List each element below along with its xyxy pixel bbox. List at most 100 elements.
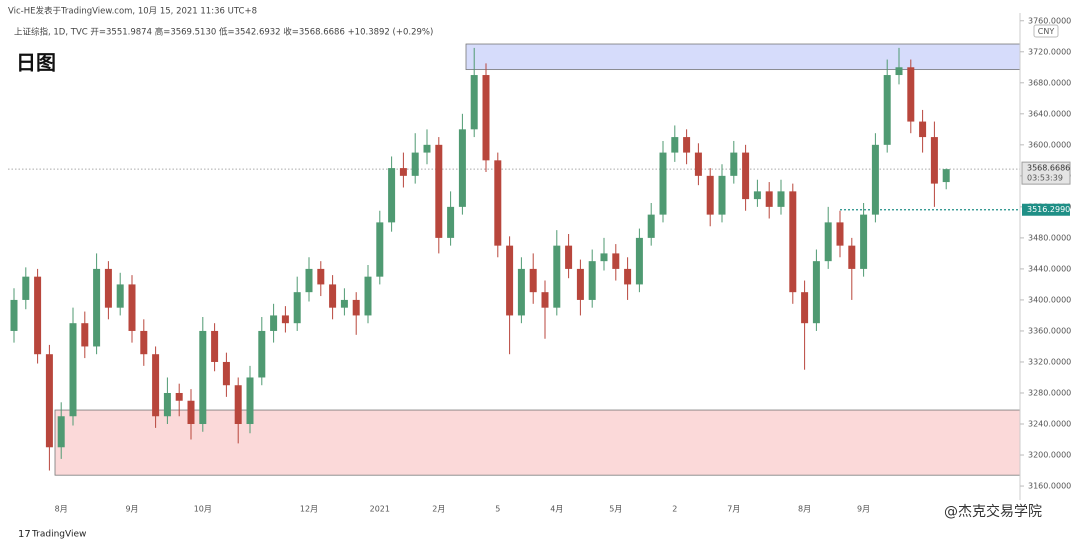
legend-line: 上证综指, 1D, TVC 开=3551.9874 高=3569.5130 低=… xyxy=(14,27,433,38)
y-tick-label: 3240.0000 xyxy=(1028,420,1071,429)
candle-body xyxy=(222,361,230,386)
candle-body xyxy=(152,354,160,417)
candle-body xyxy=(57,416,65,448)
x-tick-label: 10月 xyxy=(194,505,212,514)
currency: CNY xyxy=(1038,27,1055,36)
candle-body xyxy=(281,315,289,324)
candle-body xyxy=(470,75,478,130)
candle-body xyxy=(812,261,820,324)
candle-body xyxy=(258,330,266,378)
y-tick-label: 3200.0000 xyxy=(1028,451,1071,460)
candle-body xyxy=(694,152,702,176)
candle-body xyxy=(848,245,856,269)
candle-body xyxy=(69,323,77,417)
brand-logo: 17 xyxy=(18,529,31,540)
candle-body xyxy=(659,152,667,215)
candle-body xyxy=(600,253,608,262)
candle-body xyxy=(447,206,455,238)
x-tick-label: 7月 xyxy=(727,505,740,514)
candle-body xyxy=(824,222,832,262)
candle-body xyxy=(753,191,761,200)
candle-body xyxy=(860,214,868,269)
zone xyxy=(465,43,1021,71)
candle-body xyxy=(907,67,915,122)
candle-body xyxy=(942,169,950,183)
x-tick-label: 9月 xyxy=(125,505,138,514)
y-tick-label: 3440.0000 xyxy=(1028,264,1071,273)
y-tick-label: 3320.0000 xyxy=(1028,357,1071,366)
watermark: @杰克交易学院 xyxy=(944,503,1042,520)
candle-body xyxy=(399,168,407,176)
candle-body xyxy=(211,330,219,362)
candle-body xyxy=(352,299,360,316)
candle-body xyxy=(376,222,384,277)
candle-body xyxy=(305,268,313,293)
candle-body xyxy=(187,400,195,425)
candle-body xyxy=(895,67,903,76)
candle-body xyxy=(742,152,750,200)
zone xyxy=(54,409,1021,476)
candle-body xyxy=(458,129,466,207)
x-tick-label: 2021 xyxy=(370,505,390,514)
y-tick-label: 3360.0000 xyxy=(1028,326,1071,335)
x-tick-label: 4月 xyxy=(550,505,563,514)
x-tick-label: 2月 xyxy=(432,505,445,514)
y-tick-label: 3640.0000 xyxy=(1028,109,1071,118)
x-tick-label: 12月 xyxy=(300,505,318,514)
candle-body xyxy=(836,222,844,246)
candle-body xyxy=(930,137,938,184)
candle-body xyxy=(529,268,537,293)
candle-body xyxy=(576,268,584,300)
candle-body xyxy=(364,276,372,316)
candle-body xyxy=(246,377,254,425)
y-tick-label: 3160.0000 xyxy=(1028,482,1071,491)
candle-body xyxy=(104,268,112,308)
last-price-box xyxy=(1021,161,1071,185)
candle-body xyxy=(45,354,53,448)
candle-body xyxy=(293,292,301,324)
y-tick-label: 3480.0000 xyxy=(1028,233,1071,242)
candle-body xyxy=(683,137,691,153)
candle-body xyxy=(163,392,171,417)
x-tick-label: 9月 xyxy=(857,505,870,514)
candle-body xyxy=(317,268,325,285)
candle-body xyxy=(801,292,809,324)
candle-body xyxy=(411,152,419,176)
candle-body xyxy=(789,191,797,293)
level-box xyxy=(1022,203,1070,216)
candle-body xyxy=(329,284,337,308)
candle-body xyxy=(128,284,136,331)
candle-body xyxy=(34,276,42,355)
level-label: 3516.2990 xyxy=(1027,205,1070,214)
candle-body xyxy=(10,299,18,331)
candle-body xyxy=(175,392,183,401)
header: Vic-HE发表于TradingView.com, 10月 15, 2021 1… xyxy=(8,6,257,17)
currency-box xyxy=(1033,24,1059,38)
candle-body xyxy=(777,191,785,207)
x-tick-label: 5月 xyxy=(609,505,622,514)
candle-body xyxy=(871,144,879,215)
candle-body xyxy=(671,137,679,153)
y-tick-label: 3600.0000 xyxy=(1028,140,1071,149)
y-tick-label: 3720.0000 xyxy=(1028,47,1071,56)
last-price-label: 3568.6686 xyxy=(1027,164,1070,173)
y-tick-label: 3760.0000 xyxy=(1028,16,1071,25)
y-tick-label: 3400.0000 xyxy=(1028,295,1071,304)
candle-body xyxy=(140,330,148,355)
candle-body xyxy=(883,75,891,145)
candle-body xyxy=(919,121,927,138)
candle-body xyxy=(494,160,502,246)
candle-body xyxy=(435,144,443,238)
candle-body xyxy=(635,237,643,285)
chart-title: 日图 xyxy=(16,51,56,75)
candle-body xyxy=(81,323,89,347)
candle-body xyxy=(588,261,596,300)
candle-body xyxy=(624,268,632,285)
candle-body xyxy=(506,245,514,316)
countdown: 03:53:39 xyxy=(1027,174,1063,183)
brand: TradingView xyxy=(31,530,86,540)
candle-body xyxy=(730,152,738,176)
candle-body xyxy=(199,330,207,425)
candle-body xyxy=(553,245,561,308)
